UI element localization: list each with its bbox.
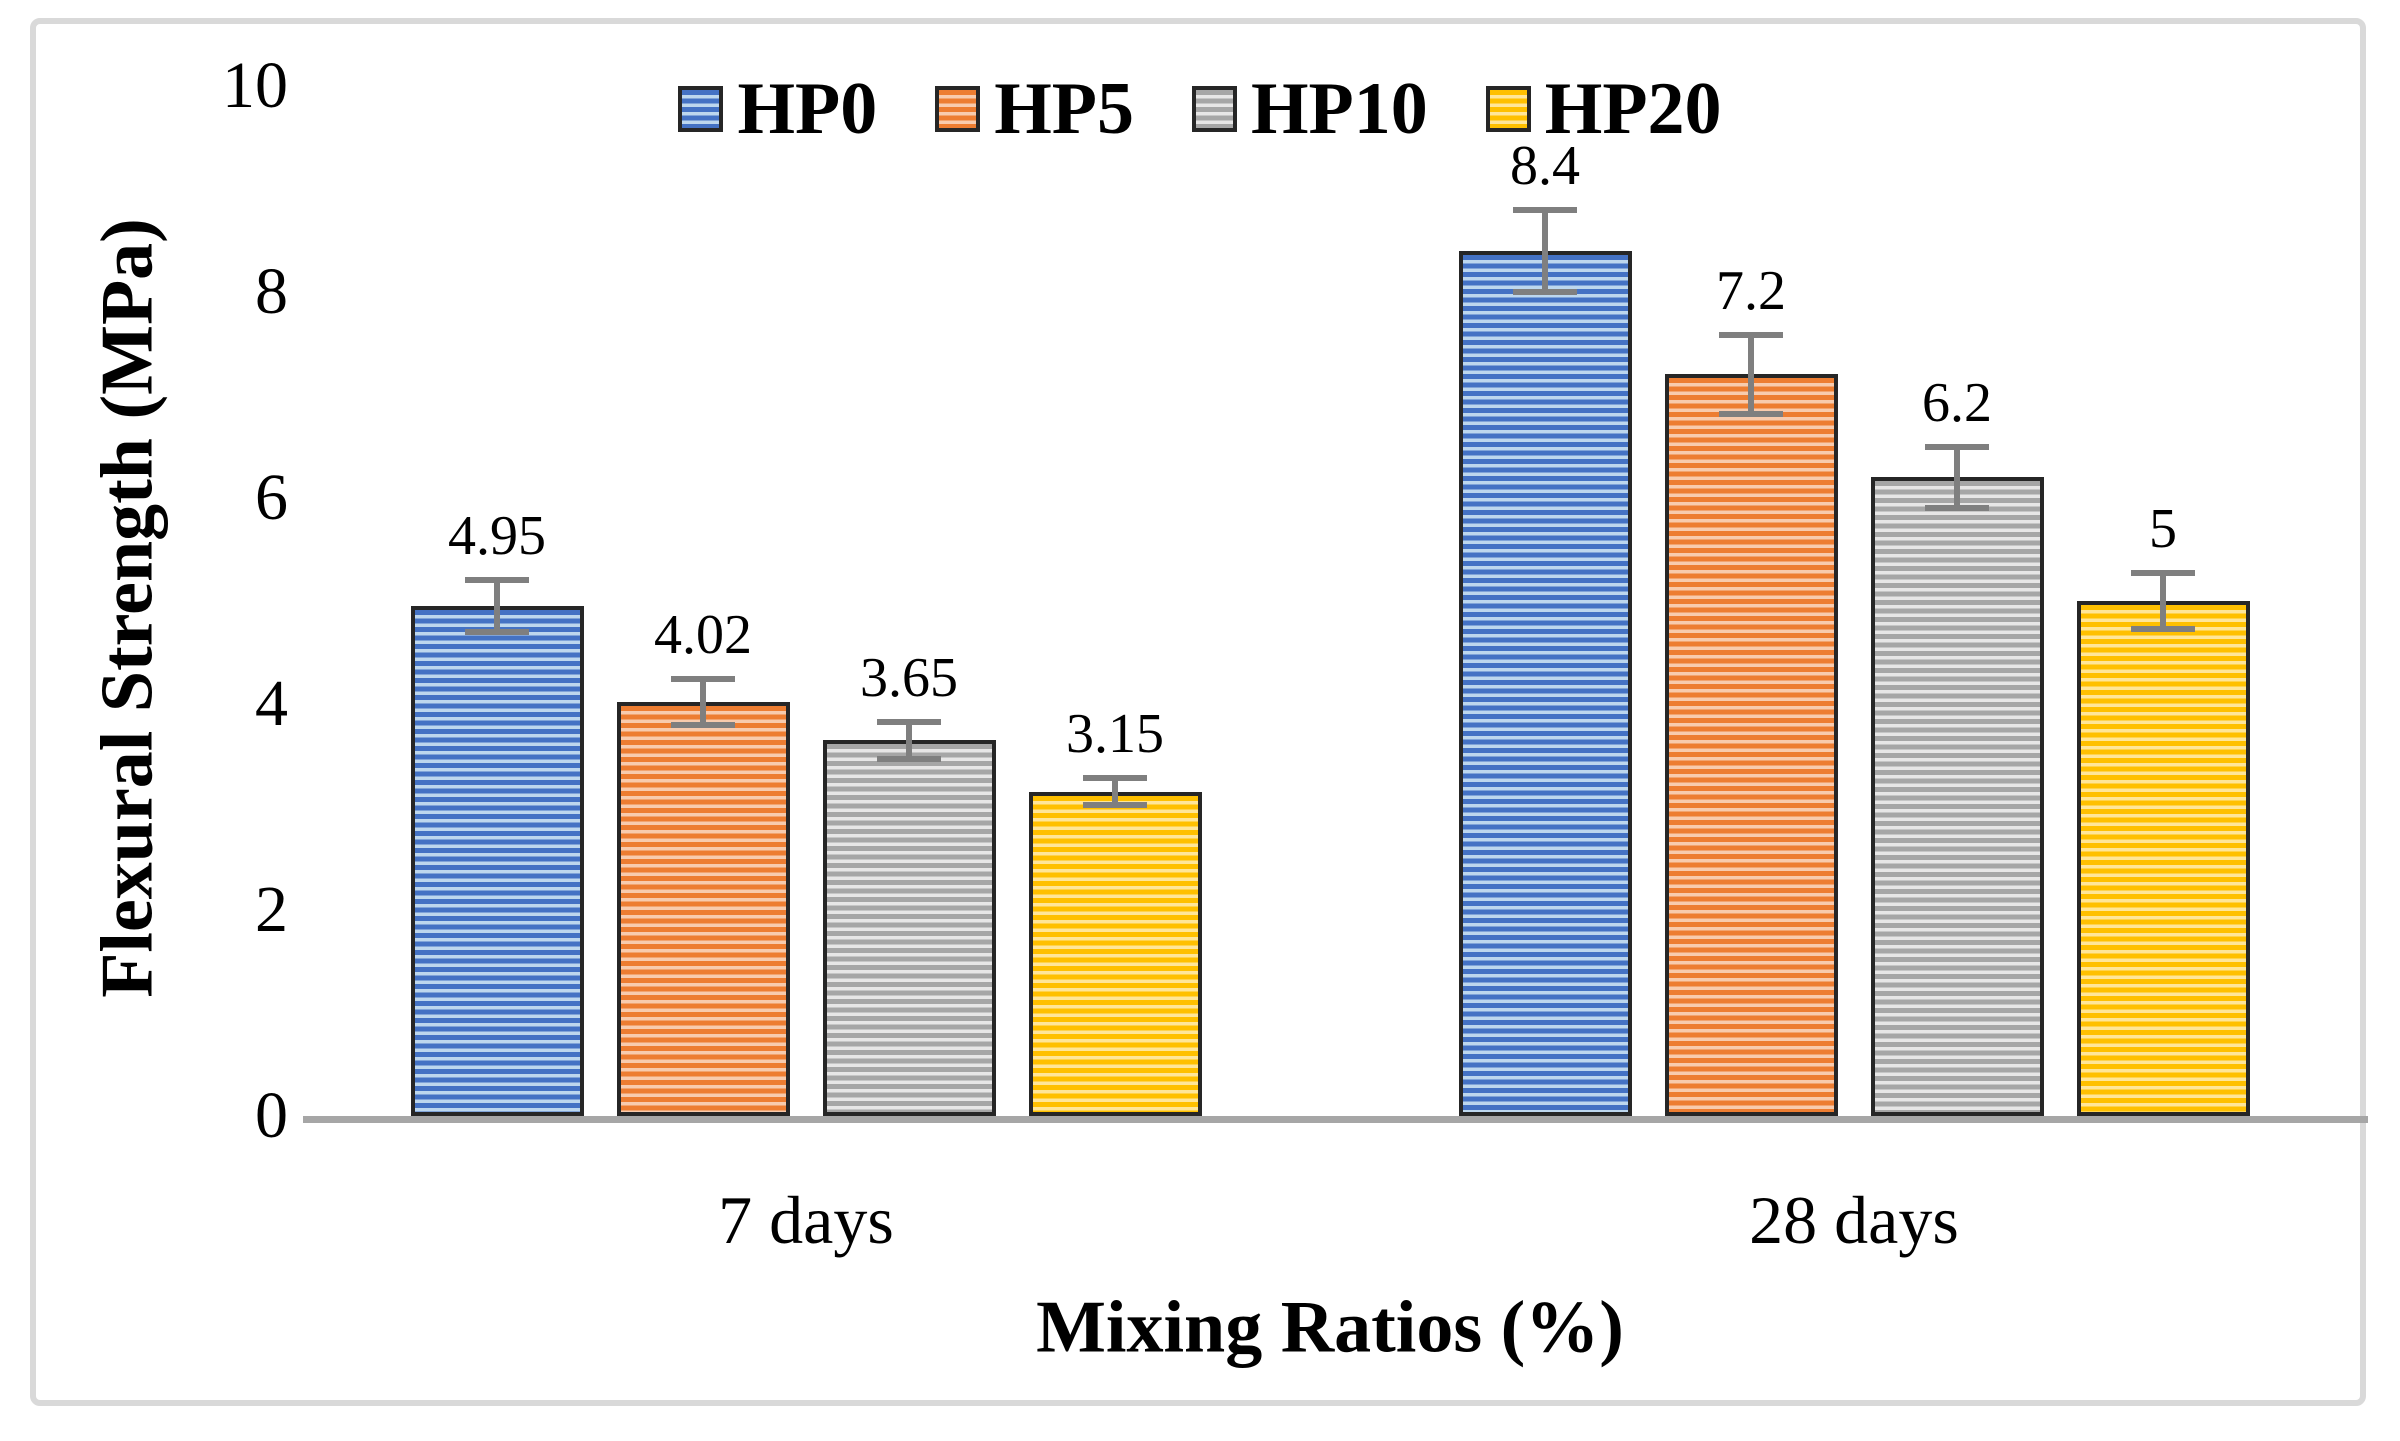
legend-label-hp20: HP20 bbox=[1544, 68, 1722, 150]
y-tick-label: 10 bbox=[222, 49, 288, 122]
bar-hp20-7days bbox=[1028, 791, 1202, 1116]
bar-hp5-28days bbox=[1664, 374, 1838, 1116]
error-bar bbox=[1954, 446, 1960, 509]
bar-hp5-7days bbox=[616, 701, 790, 1116]
error-bar-cap-bottom bbox=[877, 755, 941, 762]
error-bar-cap-bottom bbox=[465, 628, 529, 635]
error-bar-cap-top bbox=[1925, 443, 1989, 450]
error-bar-cap-top bbox=[671, 676, 735, 683]
x-category-label: 7 days bbox=[718, 1182, 894, 1258]
error-bar bbox=[700, 679, 706, 725]
legend-item-hp10: HP10 bbox=[1192, 72, 1428, 146]
legend-label-hp5: HP5 bbox=[994, 68, 1134, 150]
legend-swatch-hp10-icon bbox=[1192, 86, 1237, 132]
y-tick-label: 4 bbox=[255, 667, 288, 740]
legend-swatch-hp0-icon bbox=[678, 86, 724, 132]
legend-item-hp20: HP20 bbox=[1485, 68, 1722, 150]
x-axis-line bbox=[303, 1116, 2368, 1123]
error-bar bbox=[2160, 573, 2166, 629]
error-bar-cap-bottom bbox=[1719, 410, 1783, 417]
error-bar bbox=[906, 721, 912, 759]
error-bar bbox=[494, 580, 500, 632]
error-bar-cap-bottom bbox=[2131, 625, 2195, 632]
bar-value-label: 8.4 bbox=[1510, 134, 1580, 197]
error-bar-cap-bottom bbox=[1083, 801, 1147, 808]
legend: HP0 HP5 HP10 HP20 bbox=[0, 72, 2400, 146]
y-tick-label: 8 bbox=[255, 255, 288, 328]
bar-hp0-7days bbox=[410, 606, 584, 1116]
error-bar-cap-bottom bbox=[1925, 505, 1989, 512]
bar-value-label: 4.02 bbox=[654, 604, 752, 667]
x-axis-title: Mixing Ratios (%) bbox=[1036, 1286, 1624, 1369]
bar-hp20-28days bbox=[2076, 601, 2250, 1116]
y-tick-label: 2 bbox=[255, 873, 288, 946]
error-bar bbox=[1542, 209, 1548, 292]
error-bar-cap-top bbox=[1719, 332, 1783, 339]
legend-swatch-hp5-icon bbox=[935, 86, 981, 132]
error-bar bbox=[1748, 335, 1754, 414]
legend-item-hp5: HP5 bbox=[935, 72, 1134, 146]
error-bar-cap-top bbox=[465, 577, 529, 584]
bar-value-label: 3.15 bbox=[1066, 703, 1164, 766]
legend-label-hp0: HP0 bbox=[737, 68, 878, 150]
x-category-label: 28 days bbox=[1749, 1182, 1959, 1258]
bar-value-label: 6.2 bbox=[1922, 371, 1992, 434]
bar-value-label: 7.2 bbox=[1716, 260, 1786, 323]
error-bar-cap-bottom bbox=[1513, 289, 1577, 295]
legend-item-hp0: HP0 bbox=[678, 72, 877, 146]
bar-value-label: 4.95 bbox=[448, 505, 546, 568]
bar-hp0-28days bbox=[1458, 250, 1632, 1116]
error-bar bbox=[1112, 778, 1118, 805]
error-bar-cap-top bbox=[877, 718, 941, 725]
bar-hp10-7days bbox=[822, 740, 996, 1116]
legend-label-hp10: HP10 bbox=[1251, 68, 1428, 150]
error-bar-cap-top bbox=[1513, 206, 1577, 213]
legend-swatch-hp20-icon bbox=[1485, 86, 1531, 132]
error-bar-cap-bottom bbox=[671, 721, 735, 728]
y-tick-label: 0 bbox=[255, 1079, 288, 1152]
error-bar-cap-top bbox=[2131, 570, 2195, 577]
error-bar-cap-top bbox=[1083, 775, 1147, 782]
y-tick-label: 6 bbox=[255, 461, 288, 534]
bar-hp10-28days bbox=[1870, 477, 2044, 1116]
bar-value-label: 3.65 bbox=[860, 646, 958, 709]
bar-value-label: 5 bbox=[2149, 498, 2177, 561]
